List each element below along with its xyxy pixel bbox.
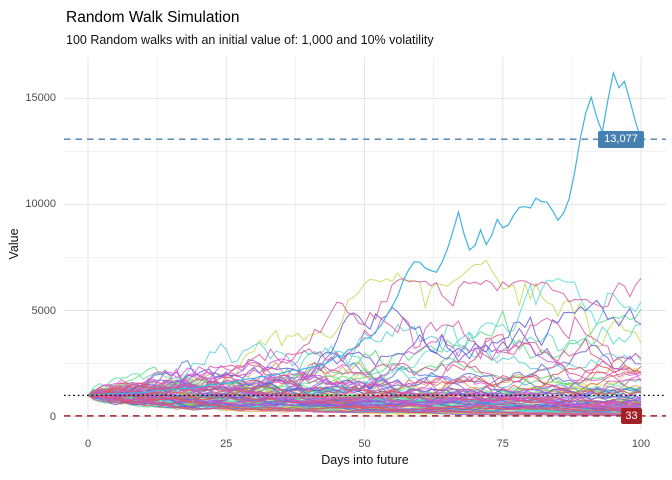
y-tick-label: 0	[49, 410, 56, 423]
x-tick-label: 0	[84, 438, 92, 450]
x-tick-label: 75	[496, 438, 509, 450]
chart-subtitle: 100 Random walks with an initial value o…	[66, 33, 434, 47]
walk-line	[87, 394, 642, 415]
y-tick-label: 5000	[31, 304, 56, 317]
y-tick-label: 15000	[25, 92, 56, 105]
walk-line	[87, 369, 642, 402]
highlight-walk-line	[87, 70, 642, 396]
x-tick-label: 100	[631, 438, 651, 450]
walk-line	[87, 363, 642, 402]
max-value-label: 13,077	[598, 130, 644, 148]
walk-line	[87, 367, 642, 406]
x-tick-label: 50	[358, 438, 371, 450]
walk-line	[87, 390, 642, 408]
walk-line	[87, 394, 642, 412]
walk-line	[87, 363, 642, 403]
x-tick-label: 25	[220, 438, 233, 450]
walk-line	[87, 359, 642, 399]
y-axis-title: Value	[7, 228, 21, 260]
walk-line	[87, 333, 642, 403]
y-tick-label: 10000	[25, 198, 56, 211]
walk-line	[87, 277, 642, 396]
min-value-label: 33	[621, 407, 642, 424]
chart-title: Random Walk Simulation	[66, 9, 240, 26]
walk-line	[87, 375, 642, 405]
x-axis-title: Days into future	[321, 453, 409, 467]
